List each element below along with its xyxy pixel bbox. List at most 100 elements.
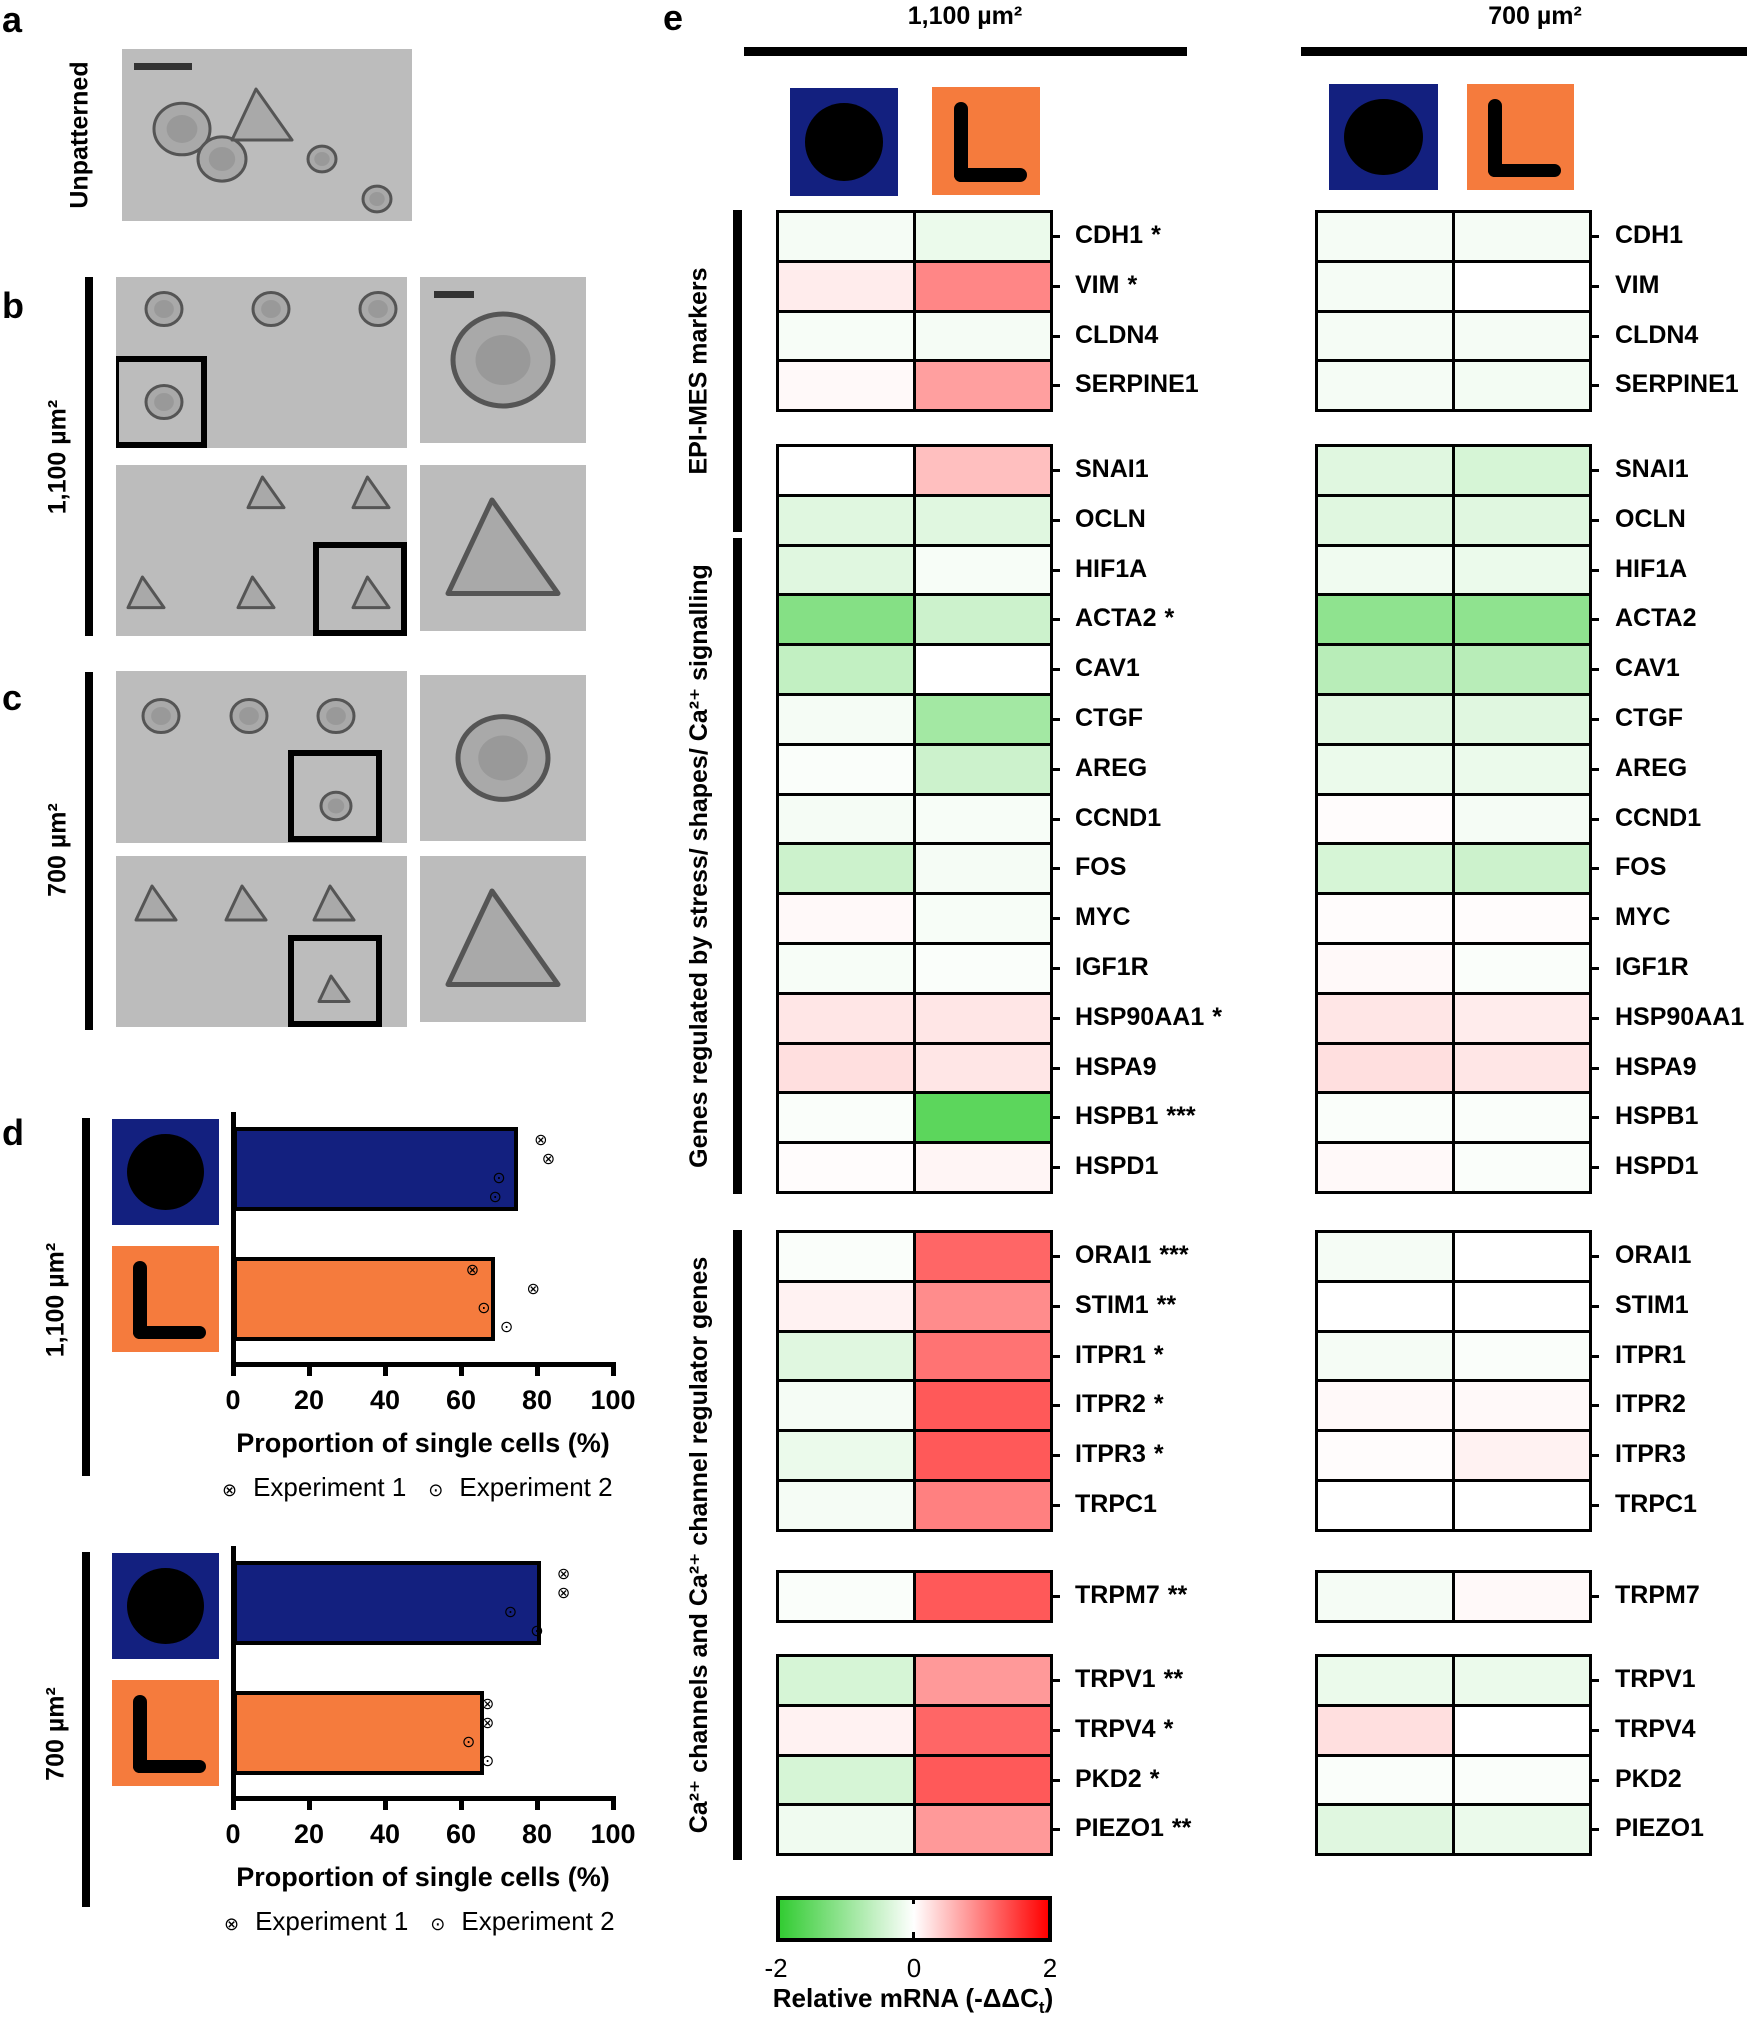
heatmap-cell [913, 359, 1053, 413]
l-shape-icon-foot [133, 1759, 207, 1774]
heatmap-cell [913, 1279, 1053, 1333]
colorbar-title: Relative mRNA (-ΔΔCt) [773, 1985, 1053, 2016]
micrograph-700-circle-zoom [420, 675, 586, 841]
gene-name: TRPC1 [1615, 1489, 1697, 1518]
gene-name: ITPR1 [1075, 1340, 1146, 1369]
heatmap-cell [1452, 991, 1592, 1045]
heatmap-cell [1452, 942, 1592, 995]
gene-name: HSP90AA1 [1615, 1002, 1745, 1031]
x-tick [383, 1362, 388, 1376]
gene-name: HIF1A [1075, 554, 1148, 583]
heatmap-cell [1315, 693, 1455, 746]
gene-name: TRPV1 [1615, 1664, 1696, 1693]
heatmap-cell [913, 892, 1053, 945]
gene-name: HSPA9 [1075, 1052, 1157, 1081]
cell-image [126, 475, 407, 636]
row-tick [1589, 917, 1599, 921]
heatmap-cell [1315, 493, 1455, 547]
x-tick-label: 80 [521, 1819, 553, 1849]
row-tick [1589, 1304, 1599, 1308]
gene-label: HSPA9 [1615, 1054, 1697, 1080]
gene-label: HSPD1 [1615, 1154, 1698, 1179]
experiment-2-marker-icon: ⊙ [428, 1480, 444, 1500]
heatmap-cell [913, 259, 1053, 313]
gene-label: ACTA2 [1615, 606, 1696, 631]
row-tick [1050, 1594, 1060, 1598]
heatmap-cell [1315, 1803, 1455, 1857]
gene-name: ORAI1 [1615, 1240, 1692, 1269]
row-tick [1589, 1066, 1599, 1070]
l-shape-icon-stem [1488, 98, 1503, 178]
heatmap-cell [1315, 942, 1455, 995]
gene-name: CCND1 [1615, 803, 1702, 832]
heatmap-cell [913, 1141, 1053, 1194]
gene-label: ITPR2 * [1075, 1392, 1164, 1417]
gene-label: SNAI1 [1075, 454, 1149, 483]
heatmap-cell [913, 1091, 1053, 1145]
circle-icon [1344, 98, 1423, 176]
gene-name: STIM1 [1075, 1290, 1149, 1319]
row-tick [1050, 518, 1060, 522]
gene-name: PIEZO1 [1075, 1814, 1164, 1843]
gene-label: CLDN4 [1615, 322, 1698, 348]
heatmap-cell [913, 309, 1053, 363]
heatmap-cell [1315, 444, 1455, 497]
significance-stars: * [1127, 270, 1138, 299]
heatmap-cell [1452, 1091, 1592, 1145]
row-tick [1050, 1503, 1060, 1507]
heatmap-cell [913, 693, 1053, 746]
gene-name: CAV1 [1615, 654, 1680, 683]
legend: ⊗ Experiment 1 ⊙ Experiment 2 [224, 1906, 615, 1937]
row-tick [1589, 1254, 1599, 1258]
row-tick [1050, 817, 1060, 821]
gene-label: HSP90AA1 [1615, 1002, 1745, 1031]
gene-label: HSPA9 [1075, 1052, 1157, 1081]
bar-L-shape [233, 1691, 484, 1775]
experiment-1-point: ⊗ [556, 1565, 571, 1583]
x-tick-label: 60 [445, 1819, 477, 1849]
gene-label: CTGF [1615, 705, 1683, 731]
x-tick [231, 1362, 236, 1376]
row-tick [1589, 234, 1599, 238]
heatmap-cell [1452, 493, 1592, 547]
gene-label: HIF1A [1615, 556, 1687, 582]
pattern-circle-icon [790, 88, 898, 196]
gene-name: TRPM7 [1615, 1580, 1700, 1609]
row-tick [1589, 334, 1599, 338]
gene-name: CDH1 [1615, 220, 1684, 249]
row-tick [1050, 1116, 1060, 1120]
heatmap-cell [776, 359, 916, 413]
significance-stars: *** [1159, 1240, 1189, 1269]
pattern-l-icon [932, 87, 1040, 195]
gene-label: SNAI1 [1615, 456, 1689, 482]
pattern-circle-icon [1329, 84, 1438, 190]
gene-name: SNAI1 [1075, 454, 1149, 483]
gene-label: ITPR2 [1615, 1392, 1686, 1417]
gene-name: TRPV4 [1075, 1714, 1156, 1743]
heatmap-cell [1315, 309, 1455, 363]
heatmap-cell [776, 1703, 916, 1757]
experiment-2-marker-icon: ⊙ [430, 1914, 446, 1934]
gene-label: ACTA2 * [1075, 606, 1174, 631]
gene-label: OCLN [1075, 504, 1146, 533]
cell-image [445, 497, 561, 596]
panel-label-c: c [2, 677, 23, 718]
row-tick [1050, 1016, 1060, 1020]
column-group-1100: 1,100 µm² [907, 2, 1023, 30]
gene-name: OCLN [1075, 504, 1146, 533]
heatmap-cell [913, 1570, 1053, 1623]
gene-name: FOS [1075, 853, 1127, 882]
x-tick-label: 40 [369, 1385, 401, 1415]
gene-name: HSP90AA1 [1075, 1002, 1205, 1031]
experiment-1-point: ⊗ [480, 1695, 495, 1713]
heatmap-cell [1452, 210, 1592, 263]
legend-experiment-2: Experiment 2 [461, 1906, 615, 1936]
gene-name: HSPD1 [1075, 1152, 1159, 1181]
heatmap-cell [913, 792, 1053, 846]
gene-name: CAV1 [1075, 654, 1140, 683]
x-axis-line [231, 1362, 616, 1367]
panel-label-d: d [2, 1112, 24, 1153]
circle-icon [126, 1133, 204, 1211]
heatmap-cell [776, 643, 916, 696]
bar-circle [233, 1127, 518, 1211]
